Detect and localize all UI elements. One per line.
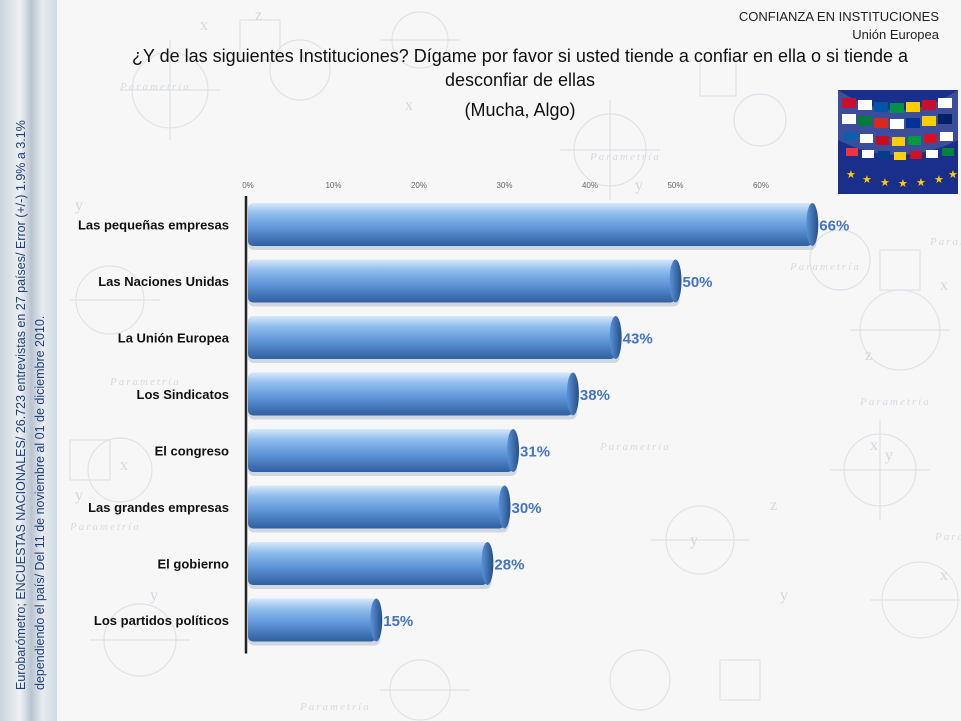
x-tick-label: 30% — [496, 181, 512, 190]
source-note: Eurobarómetro; ENCUESTAS NACIONALES/ 26.… — [14, 120, 47, 690]
watermark-text: Parametría — [69, 521, 141, 533]
category-label: La Unión Europea — [118, 331, 230, 346]
value-label: 43% — [623, 331, 653, 348]
svg-text:y: y — [150, 587, 158, 604]
watermark-text: Parametría — [299, 701, 371, 713]
bar-end-cap — [498, 485, 511, 529]
svg-text:★: ★ — [948, 168, 958, 181]
category-label: Los partidos políticos — [94, 613, 229, 628]
svg-text:★: ★ — [862, 173, 872, 186]
value-label: 38% — [580, 387, 610, 404]
svg-text:y: y — [885, 447, 893, 464]
bar — [248, 429, 514, 472]
bar-end-cap — [370, 598, 383, 642]
bar-end-cap — [481, 542, 494, 585]
question-line-2: desconfiar de ellas — [444, 70, 596, 90]
category-label: Los Sindicatos — [137, 387, 229, 402]
value-label: 31% — [520, 444, 550, 461]
bar — [248, 598, 377, 642]
value-label: 50% — [683, 274, 713, 291]
svg-text:y: y — [690, 532, 698, 549]
svg-text:y: y — [75, 197, 83, 214]
svg-text:★: ★ — [880, 176, 890, 189]
watermark-text: Parametría — [859, 396, 931, 408]
svg-text:x: x — [870, 437, 878, 454]
source-note-line-2: dependiendo el país/ Del 11 de noviembre… — [33, 316, 47, 690]
svg-text:z: z — [255, 7, 262, 24]
x-tick-label: 60% — [753, 181, 769, 190]
watermark-text: Parametría — [599, 441, 671, 453]
svg-text:★: ★ — [898, 177, 908, 190]
bar — [248, 372, 573, 416]
bar-end-cap — [806, 203, 819, 246]
category-label: Las grandes empresas — [88, 500, 229, 515]
svg-text:x: x — [940, 277, 948, 294]
header-title: CONFIANZA EN INSTITUCIONES — [738, 9, 939, 24]
bar-end-cap — [609, 316, 622, 359]
category-label: Las Naciones Unidas — [98, 274, 229, 289]
svg-text:y: y — [75, 487, 83, 504]
x-tick-label: 10% — [325, 181, 341, 190]
header-subtitle: Unión Europea — [852, 27, 939, 42]
watermark-text: Parametría — [109, 376, 181, 388]
svg-text:★: ★ — [934, 173, 944, 186]
eu-flags-logo: ★ ★ ★ ★ ★ ★ ★ — [838, 90, 958, 194]
watermark-text: Parametría — [119, 81, 191, 93]
value-label: 66% — [819, 218, 849, 235]
category-label: Las pequeñas empresas — [78, 218, 229, 233]
bar — [248, 316, 616, 359]
question-text: ¿Y de las siguientes Instituciones? Díga… — [80, 44, 960, 92]
question-qualifier: (Mucha, Algo) — [464, 100, 576, 120]
bar — [248, 485, 505, 529]
bar — [248, 203, 813, 246]
watermark-text: Parametría — [789, 261, 861, 273]
value-label: 28% — [494, 557, 524, 574]
svg-text:x: x — [200, 17, 208, 34]
x-tick-label: 0% — [242, 181, 254, 190]
category-label: El congreso — [155, 444, 229, 459]
watermark-text: Parametría — [934, 531, 961, 543]
svg-text:★: ★ — [916, 176, 926, 189]
bar — [248, 259, 676, 303]
x-tick-label: 50% — [667, 181, 683, 190]
value-label: 15% — [383, 613, 413, 630]
x-tick-label: 20% — [411, 181, 427, 190]
bar-end-cap — [669, 259, 682, 303]
svg-text:y: y — [635, 177, 643, 194]
question-line-1: ¿Y de las siguientes Instituciones? Díga… — [131, 46, 909, 66]
svg-text:x: x — [120, 457, 128, 474]
svg-text:x: x — [940, 567, 948, 584]
value-label: 30% — [512, 500, 542, 517]
watermark-text: Parametría — [929, 236, 961, 248]
left-decorative-band — [0, 0, 57, 721]
svg-text:x: x — [405, 97, 413, 114]
svg-text:y: y — [780, 587, 788, 604]
svg-text:z: z — [865, 347, 872, 364]
source-note-line-1: Eurobarómetro; ENCUESTAS NACIONALES/ 26.… — [14, 120, 28, 690]
svg-text:y: y — [300, 47, 308, 64]
bar-end-cap — [507, 429, 520, 472]
svg-text:★: ★ — [846, 168, 856, 181]
bar — [248, 542, 488, 585]
bar-end-cap — [566, 372, 579, 416]
svg-text:z: z — [770, 497, 777, 514]
watermark-text: Parametría — [589, 151, 661, 163]
category-label: El gobierno — [158, 557, 230, 572]
x-tick-label: 40% — [582, 181, 598, 190]
